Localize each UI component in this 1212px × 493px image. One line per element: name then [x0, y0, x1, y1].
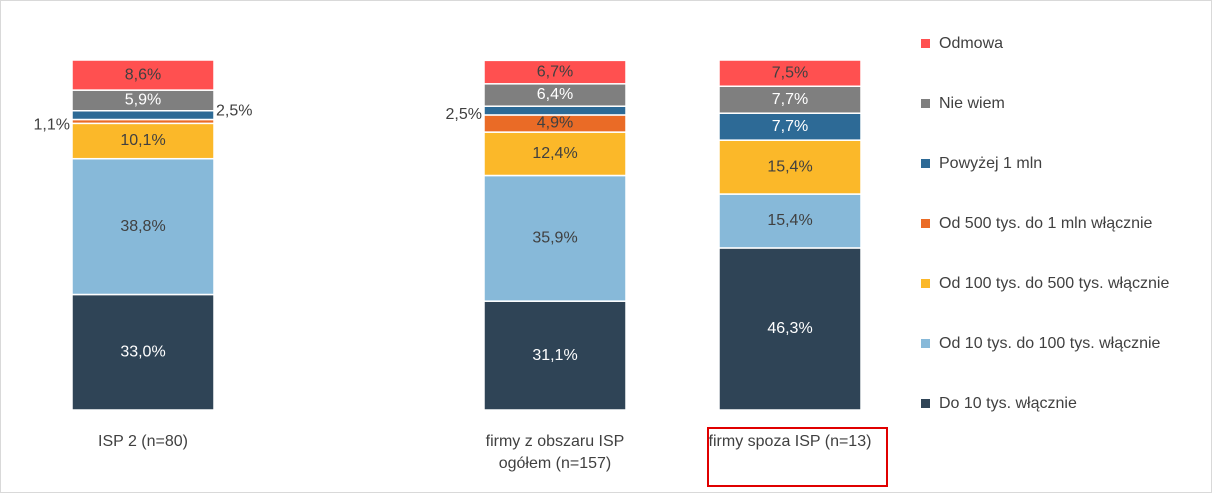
highlight-box	[707, 427, 888, 487]
legend-label: Od 10 tys. do 100 tys. włącznie	[939, 335, 1161, 352]
legend-label: Od 100 tys. do 500 tys. włącznie	[939, 275, 1170, 292]
value-label: 10,1%	[120, 132, 165, 149]
value-label: 5,9%	[125, 92, 161, 109]
legend-item: Od 500 tys. do 1 mln włącznie	[921, 213, 1189, 235]
legend-swatch	[921, 39, 930, 48]
value-label: 15,4%	[767, 212, 812, 229]
legend-item: Do 10 tys. włącznie	[921, 393, 1189, 415]
value-label: 38,8%	[120, 218, 165, 235]
legend-swatch	[921, 279, 930, 288]
value-label: 35,9%	[532, 230, 577, 247]
value-label: 6,4%	[537, 86, 573, 103]
legend-swatch	[921, 219, 930, 228]
bar-segment	[483, 59, 627, 85]
bar-segment	[483, 131, 627, 177]
value-label: 6,7%	[537, 63, 573, 80]
bar-segment	[483, 300, 627, 411]
bar-segment	[71, 59, 215, 91]
value-label: 2,5%	[446, 106, 482, 123]
legend-swatch	[921, 339, 930, 348]
value-label: 7,5%	[772, 64, 808, 81]
bar-segment	[71, 157, 215, 296]
value-label: 15,4%	[767, 158, 812, 175]
bar-segment	[71, 122, 215, 160]
value-label: 46,3%	[767, 320, 812, 337]
legend-item: Od 10 tys. do 100 tys. włącznie	[921, 333, 1189, 355]
bar-segment	[483, 174, 627, 302]
value-label: 12,4%	[532, 145, 577, 162]
bar-segment	[483, 105, 627, 116]
x-tick-label: firmy spoza ISP (n=13)	[708, 433, 872, 450]
x-tick-label: firmy z obszaru ISP ogółem (n=157)	[485, 433, 625, 472]
legend-item: Powyżej 1 mln	[921, 153, 1189, 175]
x-tick-label: ISP 2 (n=80)	[98, 433, 188, 450]
legend-swatch	[921, 399, 930, 408]
bar-segment	[71, 110, 215, 121]
legend-item: Od 100 tys. do 500 tys. włącznie	[921, 273, 1189, 295]
legend-item: Nie wiem	[921, 93, 1189, 115]
legend-label: Powyżej 1 mln	[939, 155, 1043, 172]
legend-label: Od 500 tys. do 1 mln włącznie	[939, 215, 1153, 232]
value-label: 31,1%	[532, 347, 577, 364]
value-label: 7,7%	[772, 91, 808, 108]
legend-swatch	[921, 99, 930, 108]
bar-segment	[71, 293, 215, 411]
bar-segment	[718, 85, 862, 114]
legend-label: Odmowa	[939, 35, 1004, 52]
legend-label: Do 10 tys. włącznie	[939, 395, 1077, 412]
value-label: 4,9%	[537, 115, 573, 132]
value-label: 7,7%	[772, 118, 808, 135]
value-label: 2,5%	[216, 102, 252, 119]
bar-segment	[718, 139, 862, 195]
value-label: 33,0%	[120, 343, 165, 360]
bar-segment	[718, 193, 862, 249]
legend-item: Odmowa	[921, 33, 1189, 55]
legend-swatch	[921, 159, 930, 168]
legend-label: Nie wiem	[939, 95, 1005, 112]
bar-segment	[718, 59, 862, 87]
value-label: 1,1%	[34, 117, 70, 134]
value-label: 8,6%	[125, 66, 161, 83]
bar-segment	[718, 112, 862, 141]
